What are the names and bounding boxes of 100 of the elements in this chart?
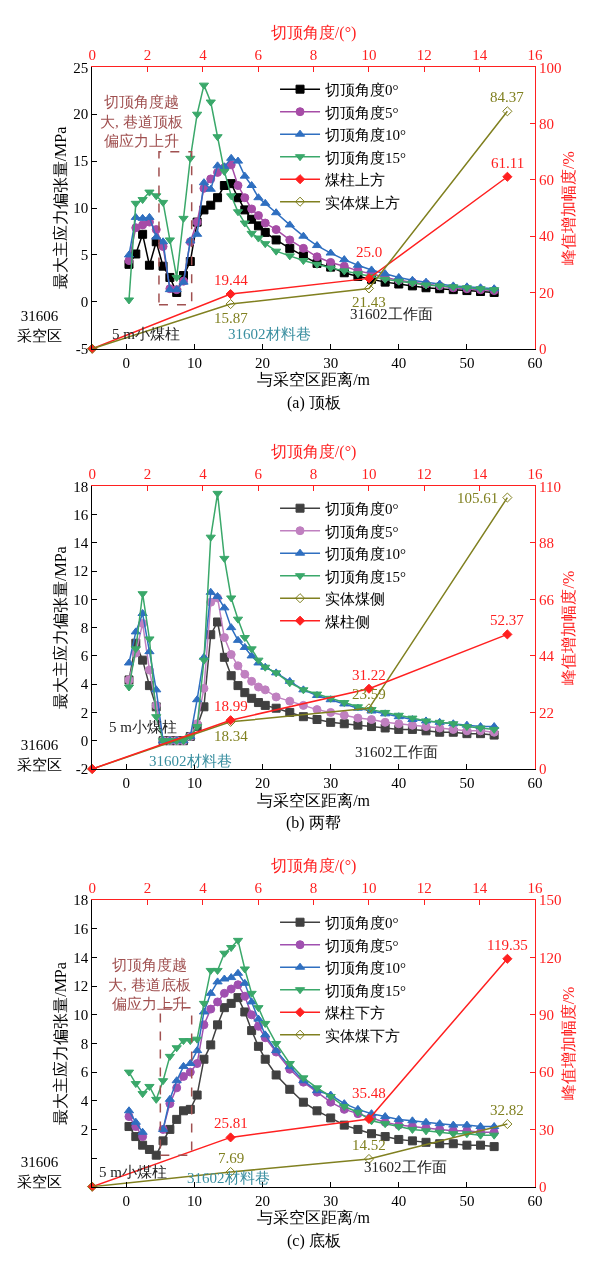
x-tick-label: 2 [143,47,152,64]
x-tick-label: 20 [255,1192,271,1209]
x-tick-label: 10 [186,1192,202,1209]
y-tick-label: 6 [80,1064,89,1081]
data-label: 32.82 [490,1102,524,1118]
legend-label: 切顶角度15° [325,568,407,585]
x-tick-label: 10 [361,466,377,483]
x-tick-label: 4 [199,47,208,64]
y-tick-label: 0 [539,1178,547,1195]
legend-label: 切顶角度5° [325,523,399,540]
x-tick-label: 2 [143,880,152,897]
y-tick-label: 14 [73,535,89,552]
y-axis-title: 峰值增加幅度/% [559,570,577,685]
y-tick-label: 66 [539,591,555,608]
legend-label: 切顶角度0° [325,501,399,518]
x-axis-title: 与采空区距离/m [257,791,371,809]
data-label: 19.44 [214,272,249,288]
x-tick-label: 6 [254,466,263,483]
y-tick-label: 12 [73,563,89,580]
annotation: 切顶角度越大, 巷道顶板偏应力上升 [100,94,183,149]
x-axis-title: 切顶角度/(°) [270,443,357,462]
y-tick-label: 60 [539,172,555,189]
annotation: 31602材料巷 [228,326,311,342]
y-tick-label: 6 [80,648,89,665]
legend-label: 切顶角度15° [325,982,407,999]
x-tick-label: 30 [323,354,339,371]
x-tick-label: 10 [186,354,202,371]
x-tick-label: 10 [361,47,377,64]
y-tick-label: 20 [539,284,555,301]
legend-label: 实体煤下方 [325,1027,401,1044]
y-tick-label: 10 [73,200,89,217]
legend-label: 切顶角度15° [325,149,407,166]
x-tick-label: 10 [186,774,202,791]
legend-label: 切顶角度10° [325,960,407,977]
y-axis-title: 峰值增加幅度/% [560,986,578,1101]
y-tick-label: 14 [73,949,89,966]
x-tick-label: 40 [391,354,407,371]
y-tick-label: 88 [539,535,555,552]
data-label: 7.69 [218,1150,245,1166]
legend-label: 切顶角度0° [325,915,399,932]
y-tick-label: 150 [539,892,562,909]
x-tick-label: 0 [122,1192,131,1209]
text: 31606 采空区 [17,1154,62,1190]
y-axis-title: 峰值增加幅度/% [560,151,578,265]
y-tick-label: 0 [80,294,89,311]
data-label: 105.61 [457,490,499,506]
x-tick-label: 30 [323,774,339,791]
legend-label: 煤柱上方 [325,172,386,189]
x-tick-label: 8 [309,880,318,897]
annotation: 31602工作面 [364,1159,447,1175]
legend-label: 煤柱侧 [325,613,371,630]
x-tick-label: 10 [361,880,377,897]
text: 31606 采空区 [17,737,62,773]
y-axis-title: 最大主应力偏张量/MPa [52,962,70,1125]
x-tick-label: 40 [391,1192,407,1209]
y-tick-label: 12 [73,978,89,995]
x-axis-title: 切顶角度/(°) [270,24,357,43]
y-tick-label: 18 [73,892,89,909]
legend-label: 实体煤上方 [325,194,401,211]
x-tick-label: 40 [391,774,407,791]
y-tick-label: 22 [539,704,555,721]
data-label: 14.52 [352,1137,386,1153]
y-tick-label: 10 [73,591,89,608]
y-tick-label: 0 [539,340,547,357]
x-tick-label: 6 [254,880,263,897]
y-tick-label: 44 [539,648,555,665]
y-tick-label: 16 [73,921,89,938]
y-tick-label: 0 [539,761,547,778]
x-axis-title: 与采空区距离/m [257,371,371,389]
x-tick-label: 30 [323,1192,339,1209]
x-tick-label: 4 [199,880,208,897]
data-label: 35.48 [352,1085,386,1101]
data-label: 25.0 [356,244,383,260]
x-tick-label: 4 [199,466,208,483]
x-tick-label: 50 [459,1192,475,1209]
x-tick-label: 12 [416,880,432,897]
x-tick-label: 8 [309,466,318,483]
y-tick-label: 40 [539,228,555,245]
x-tick-label: 12 [416,47,432,64]
data-label: 31.22 [352,667,386,683]
y-tick-label: 100 [539,59,562,76]
data-label: 119.35 [487,937,528,953]
legend-label: 煤柱下方 [325,1005,386,1022]
y-tick-label: 8 [80,619,89,636]
y-axis-title: 最大主应力偏张量/MPa [52,126,70,290]
y-tick-label: 0 [80,732,89,749]
x-tick-label: 50 [459,774,475,791]
x-tick-label: 50 [459,354,475,371]
x-tick-label: 14 [472,47,488,64]
x-tick-label: 0 [122,774,131,791]
legend-label: 实体煤侧 [325,591,386,608]
annotation: 31602材料巷 [149,753,232,769]
y-tick-label: 25 [73,59,89,76]
y-axis-title: 最大主应力偏张量/MPa [52,546,70,709]
y-tick-label: 30 [539,1121,555,1138]
y-tick-label: 15 [73,153,89,170]
data-label: 84.37 [490,89,525,105]
y-tick-label: 18 [73,478,89,495]
x-tick-label: 8 [309,47,318,64]
x-tick-label: 20 [255,354,271,371]
